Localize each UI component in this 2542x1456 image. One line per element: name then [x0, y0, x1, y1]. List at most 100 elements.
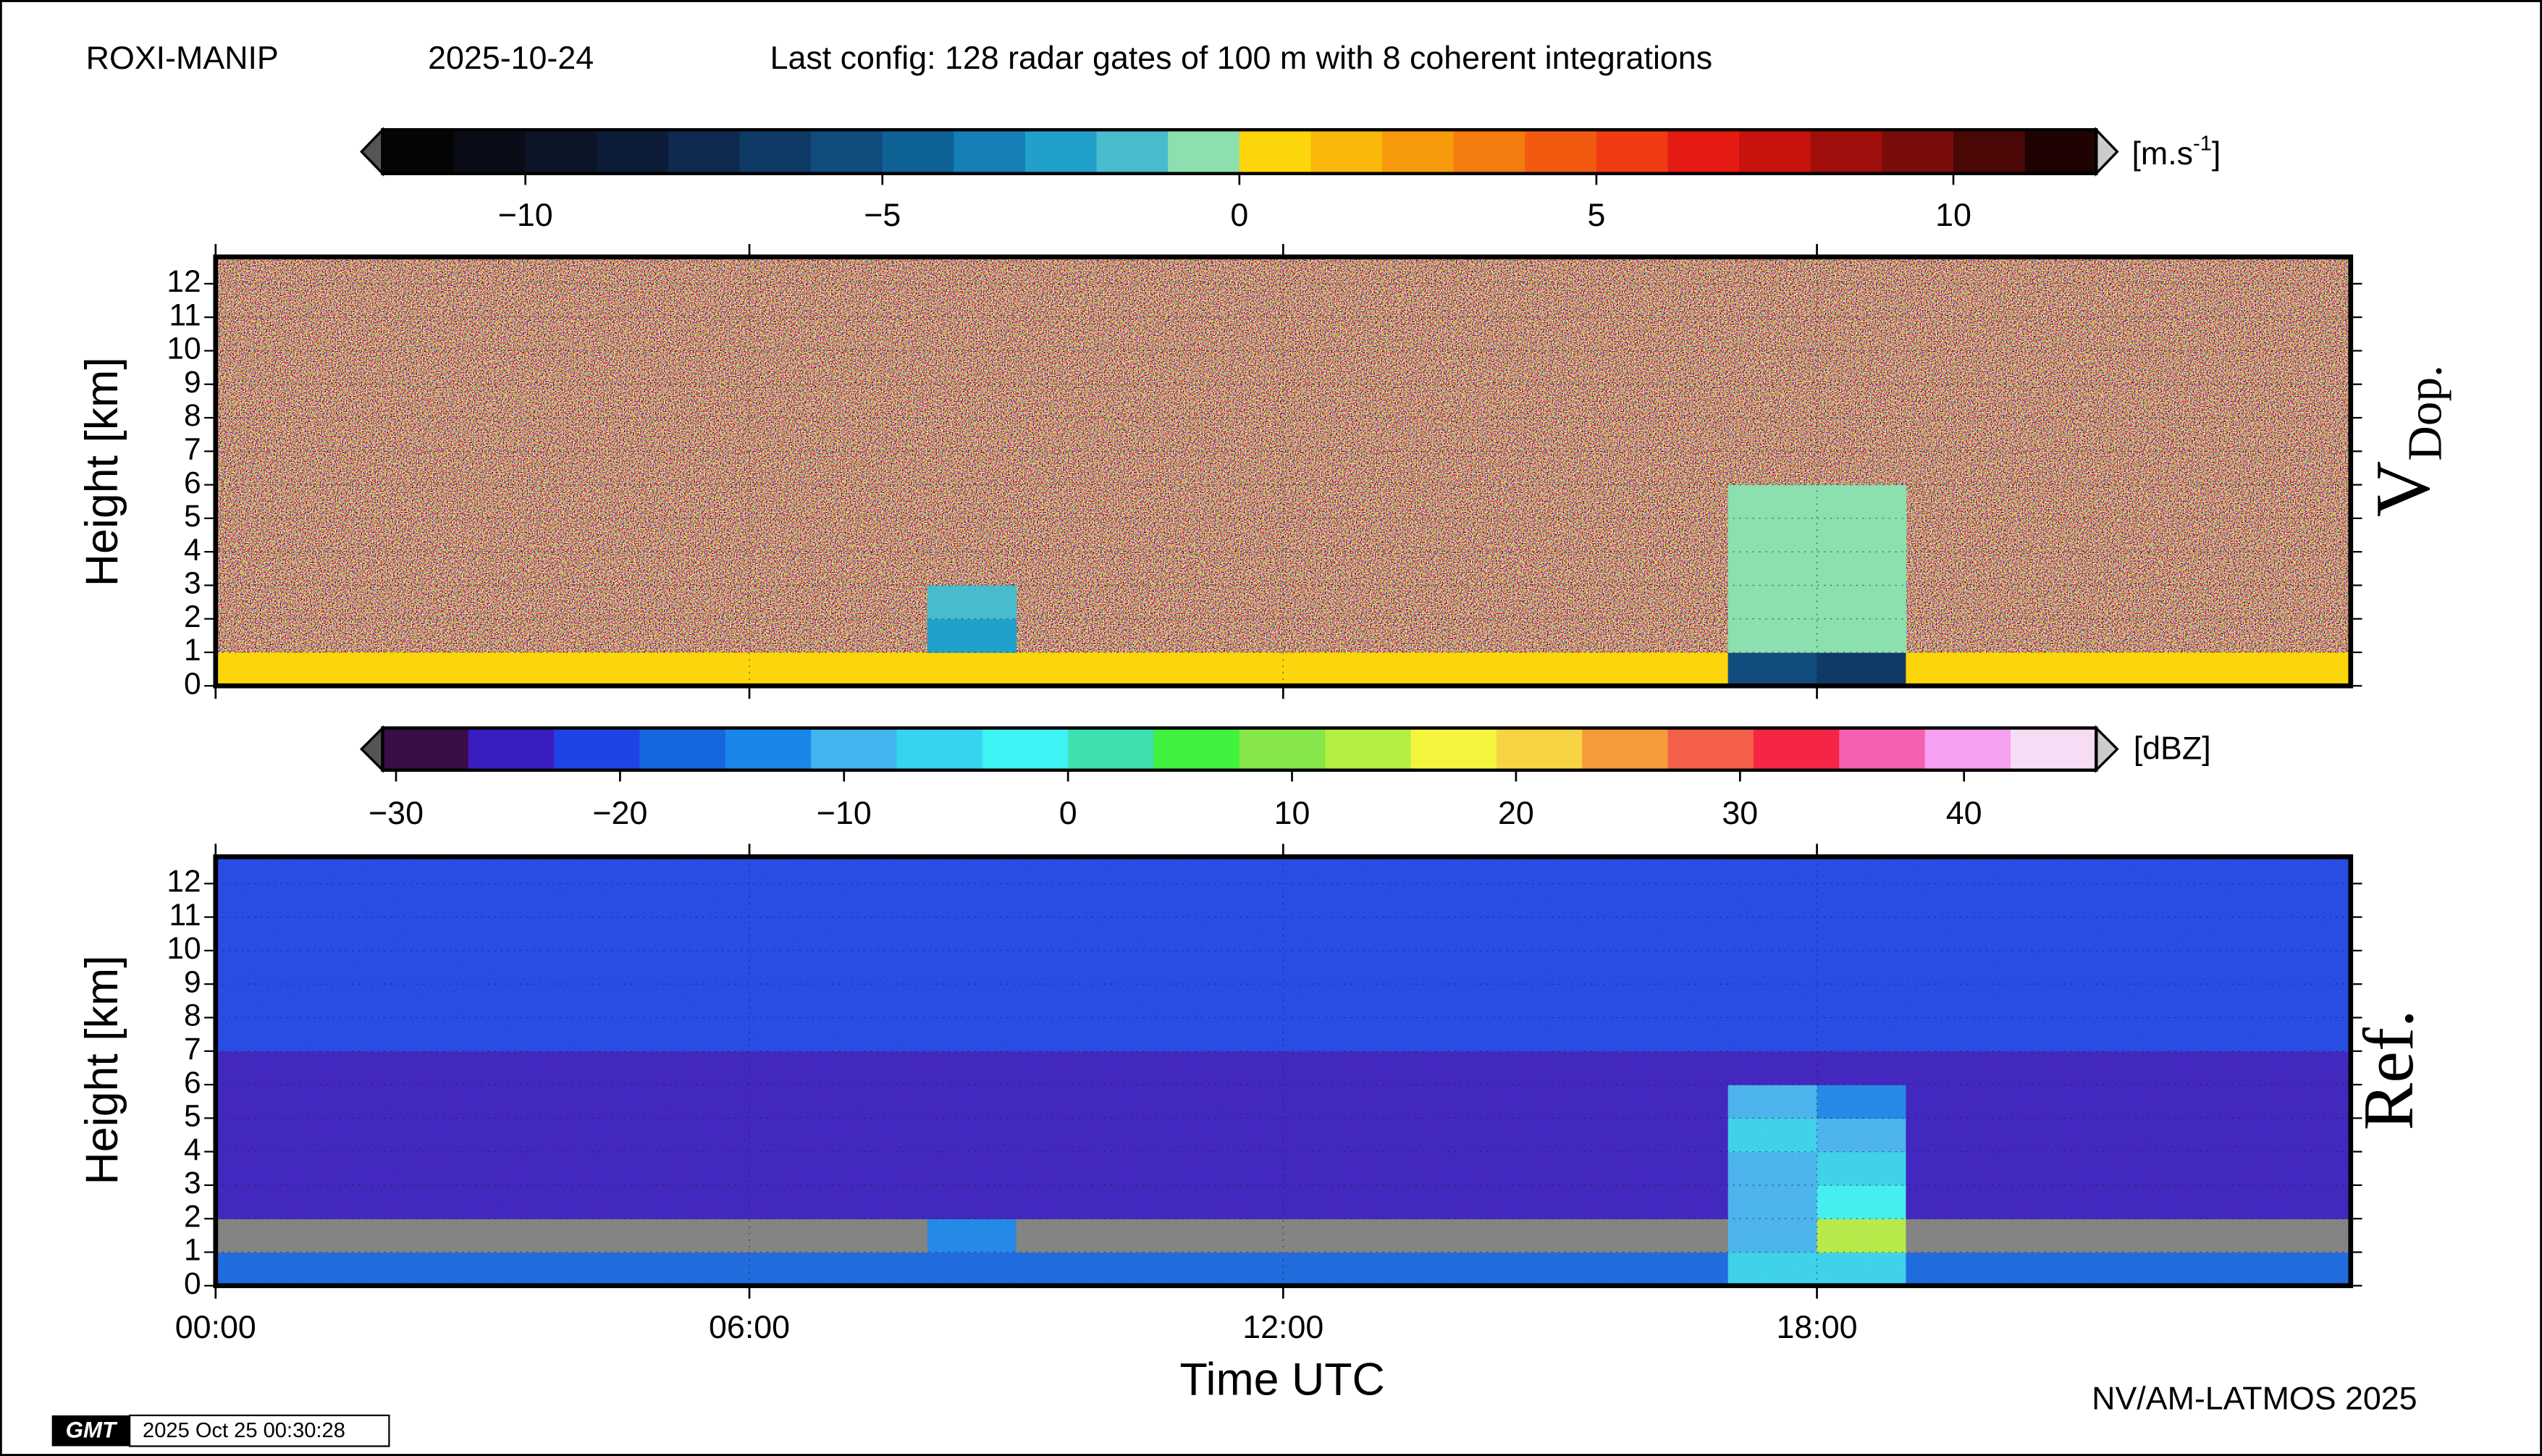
- y-tick-label: 1: [184, 1233, 201, 1268]
- colorbar-tick-label: −10: [817, 795, 872, 831]
- y-axis-label: Height [km]: [77, 357, 127, 586]
- heatmap-cell: [927, 652, 1017, 686]
- y-tick-label: 1: [184, 633, 201, 668]
- colorbar-swatch: [1924, 728, 2011, 770]
- colorbar-swatch: [725, 728, 812, 770]
- heatmap-cell: [1995, 652, 2084, 686]
- colorbar-swatch: [1810, 130, 1883, 174]
- heatmap-cell: [1727, 552, 1818, 586]
- heatmap-cell: [1727, 618, 1818, 653]
- heatmap-cell: [927, 585, 1017, 620]
- x-tick-label: 18:00: [1777, 1309, 1858, 1345]
- panel-label-sub: Dop.: [2398, 365, 2452, 460]
- colorbar-tick-label: 30: [1722, 795, 1758, 831]
- colorbar-swatch: [811, 728, 898, 770]
- heatmap-cell: [482, 652, 572, 686]
- y-tick-label: 11: [169, 898, 201, 933]
- y-tick-label: 4: [184, 532, 201, 567]
- heatmap-cell: [927, 618, 1017, 653]
- y-tick-label: 9: [184, 365, 201, 400]
- x-axis-label: Time UTC: [1180, 1355, 1385, 1405]
- colorbar-unit: [m.s-1]: [2131, 132, 2221, 172]
- colorbar-swatch: [1753, 728, 1840, 770]
- colorbar-swatch: [2024, 130, 2097, 174]
- colorbar-swatch: [2010, 728, 2097, 770]
- unit-superscript: -1: [2193, 132, 2212, 155]
- heatmap-cell: [1817, 618, 1907, 653]
- plot-frame: [213, 254, 2354, 689]
- colorbar-frame: [381, 726, 2098, 772]
- credit: NV/AM-LATMOS 2025: [2092, 1381, 2417, 1417]
- config: Last config: 128 radar gates of 100 m wi…: [770, 40, 1712, 76]
- colorbar-swatch: [1068, 728, 1155, 770]
- x-tick-label: 00:00: [175, 1309, 256, 1345]
- logo-box: [51, 1415, 130, 1447]
- y-tick-label: 5: [184, 499, 201, 534]
- colorbar-swatch: [1310, 130, 1383, 174]
- heatmap-cell: [1817, 585, 1907, 620]
- heatmap-cell: [1727, 484, 1818, 519]
- y-axis-label: Height [km]: [77, 955, 127, 1184]
- heatmap-cell: [1817, 552, 1907, 586]
- colorbar-unit: [dBZ]: [2134, 731, 2211, 767]
- colorbar-tick-label: 0: [1059, 795, 1077, 831]
- colorbar-swatch: [1839, 728, 1926, 770]
- panel-label-main: V: [2360, 461, 2446, 518]
- colorbar-swatch: [954, 130, 1026, 174]
- colorbar-tick-label: 10: [1274, 795, 1310, 831]
- colorbar-swatch: [1453, 130, 1526, 174]
- heatmap-cell: [1105, 652, 1195, 686]
- colorbar-swatch: [1153, 728, 1240, 770]
- heatmap-cell: [1817, 518, 1907, 552]
- colorbar-swatch: [554, 728, 641, 770]
- heatmap-cell: [1283, 652, 1373, 686]
- colorbar-tick-label: 20: [1498, 795, 1534, 831]
- colorbar-swatch: [382, 728, 469, 770]
- colorbar-tick-label: 40: [1946, 795, 1982, 831]
- heatmap-cell: [1638, 652, 1729, 686]
- colorbar-swatch: [882, 130, 955, 174]
- heatmap-cell: [1016, 652, 1106, 686]
- colorbar-swatch: [1096, 130, 1169, 174]
- colorbar-tick-label: 0: [1230, 197, 1248, 233]
- colorbar-swatch: [896, 728, 983, 770]
- y-tick-label: 9: [184, 964, 201, 999]
- colorbar-swatch: [1953, 130, 2026, 174]
- colorbar-swatch: [739, 130, 812, 174]
- station: ROXI-MANIP: [86, 40, 279, 76]
- colorbar-swatch: [454, 130, 526, 174]
- colorbar-swatch: [1382, 130, 1455, 174]
- colorbar-tick-label: −5: [864, 197, 901, 233]
- colorbar-swatch: [1239, 130, 1312, 174]
- heatmap-cell: [838, 652, 928, 686]
- y-tick-label: 3: [184, 1166, 201, 1200]
- heatmap-cell: [2173, 652, 2263, 686]
- colorbar-tick-label: 5: [1587, 197, 1605, 233]
- colorbar-swatch: [1582, 728, 1669, 770]
- heatmap-cell: [1461, 652, 1551, 686]
- y-tick-label: 7: [184, 432, 201, 467]
- panel-label: VDop.: [2360, 365, 2452, 517]
- y-tick-label: 6: [184, 466, 201, 500]
- y-tick-label: 8: [184, 398, 201, 433]
- colorbar-swatch: [1410, 728, 1497, 770]
- heatmap-cell: [1817, 484, 1907, 519]
- heatmap-cell: [2261, 652, 2352, 686]
- y-tick-label: 3: [184, 566, 201, 601]
- unit-text: [m.s: [2131, 135, 2193, 172]
- colorbar-swatch: [1325, 728, 1412, 770]
- colorbar-swatch: [982, 728, 1069, 770]
- y-tick-label: 2: [184, 599, 201, 634]
- heatmap-cell: [1549, 652, 1640, 686]
- heatmap-cell: [1817, 652, 1907, 686]
- logo: GMT: [66, 1418, 118, 1443]
- y-tick-label: 8: [184, 998, 201, 1033]
- heatmap-cell: [749, 652, 839, 686]
- colorbar-swatch: [1739, 130, 1811, 174]
- panel-label: Ref.: [2349, 1010, 2428, 1131]
- colorbar-tick-label: 10: [1935, 197, 1971, 233]
- y-tick-label: 5: [184, 1099, 201, 1134]
- colorbar-swatch: [382, 130, 455, 174]
- colorbar-swatch: [1525, 130, 1597, 174]
